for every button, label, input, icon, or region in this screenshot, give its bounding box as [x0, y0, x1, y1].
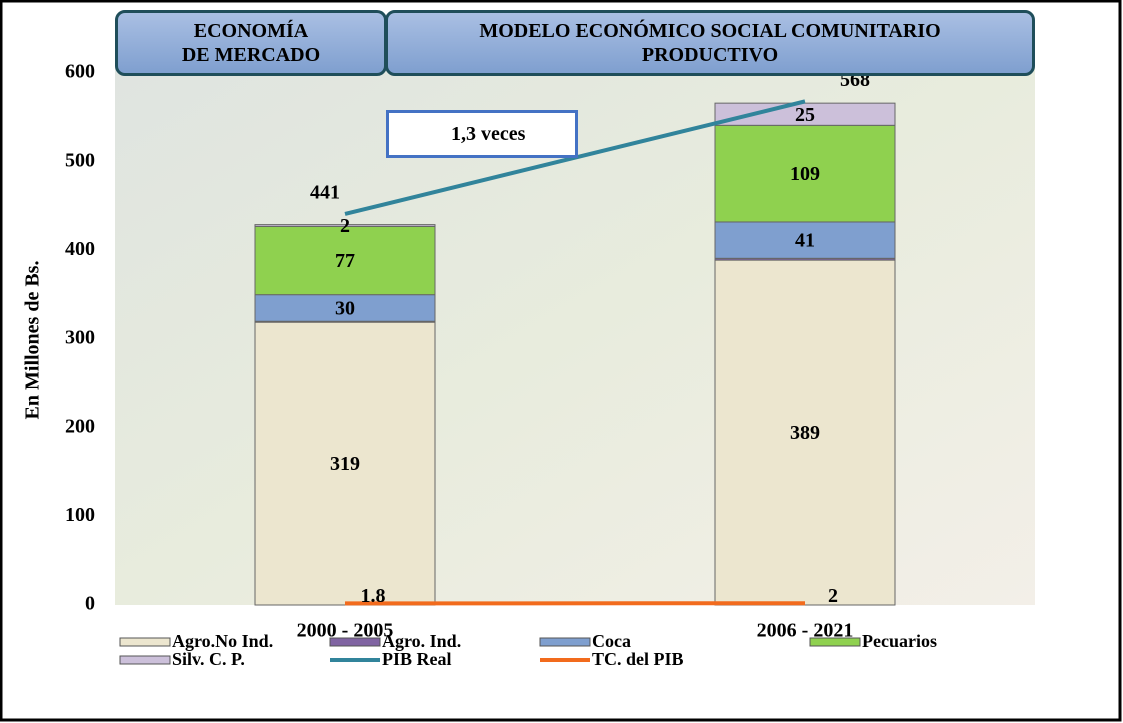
legend-label: Agro. Ind. [382, 631, 461, 651]
y-tick-label: 500 [65, 149, 95, 171]
y-tick-label: 200 [65, 415, 95, 437]
header-box: ECONOMÍA DE MERCADO [115, 10, 387, 76]
y-tick-label: 400 [65, 238, 95, 260]
legend-swatch [810, 638, 860, 646]
data-label: 1.8 [361, 585, 386, 607]
data-label: 389 [790, 422, 820, 444]
y-tick-label: 100 [65, 504, 95, 526]
legend-label: PIB Real [382, 649, 452, 669]
data-label: 25 [795, 104, 815, 126]
data-label: 77 [335, 250, 355, 272]
y-axis-label: En Millones de Bs. [22, 261, 44, 420]
legend-label: Coca [592, 631, 631, 651]
chart: En Millones de Bs. 010020030040050060020… [0, 0, 1123, 723]
y-tick-label: 300 [65, 327, 95, 349]
legend-swatch [330, 638, 380, 646]
data-label: 319 [330, 453, 360, 475]
legend-label: TC. del PIB [592, 649, 684, 669]
legend-swatch [120, 638, 170, 646]
legend-swatch [540, 638, 590, 646]
header-box: MODELO ECONÓMICO SOCIAL COMUNITARIO PROD… [385, 10, 1035, 76]
y-tick-label: 600 [65, 61, 95, 83]
data-label: 109 [790, 163, 820, 185]
data-label: 441 [310, 182, 340, 204]
data-label: 41 [795, 230, 815, 252]
legend-swatch [120, 656, 170, 664]
legend-label: Pecuarios [862, 631, 937, 651]
data-label: 2 [828, 585, 838, 607]
data-label: 30 [335, 298, 355, 320]
callout: 1,3 veces [386, 110, 578, 158]
legend-label: Agro.No Ind. [172, 631, 273, 651]
y-tick-label: 0 [85, 593, 95, 615]
legend-label: Silv. C. P. [172, 649, 245, 669]
data-label: 2 [340, 215, 350, 237]
page: En Millones de Bs. 010020030040050060020… [0, 0, 1123, 723]
